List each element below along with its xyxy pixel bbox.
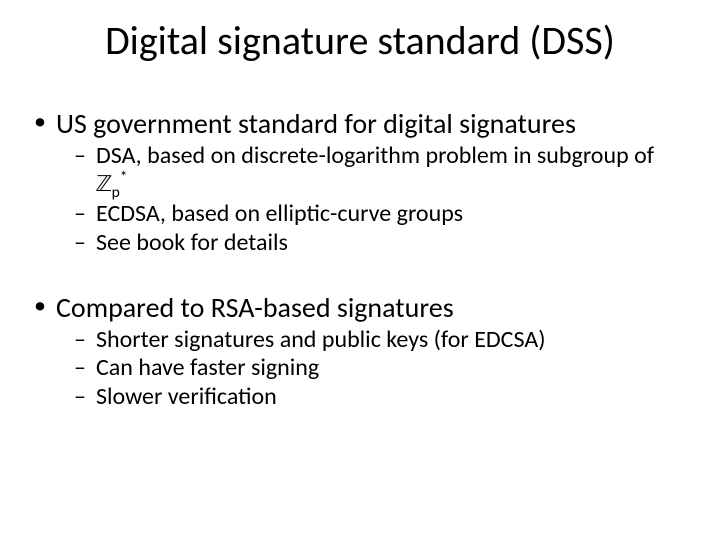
bullet-lvl2: ECDSA, based on elliptic-curve groups (30, 200, 680, 228)
bullet-lvl2: Can have faster signing (30, 354, 680, 382)
bullet-text: DSA, based on discrete-logarithm problem… (96, 141, 654, 170)
slide-body: US government standard for digital signa… (30, 108, 680, 412)
math-superscript: * (120, 168, 128, 187)
bullet-lvl1: Compared to RSA-based signatures (30, 292, 680, 324)
bullet-lvl2: DSA, based on discrete-logarithm problem… (30, 142, 680, 199)
slide: Digital signature standard (DSS) US gove… (0, 0, 720, 540)
bullet-lvl1: US government standard for digital signa… (30, 108, 680, 140)
math-symbol-z: ℤ (96, 173, 112, 197)
bullet-lvl2: See book for details (30, 229, 680, 257)
bullet-lvl2: Slower verification (30, 383, 680, 411)
spacer (30, 258, 680, 292)
bullet-lvl2: Shorter signatures and public keys (for … (30, 326, 680, 354)
slide-title: Digital signature standard (DSS) (0, 18, 720, 64)
